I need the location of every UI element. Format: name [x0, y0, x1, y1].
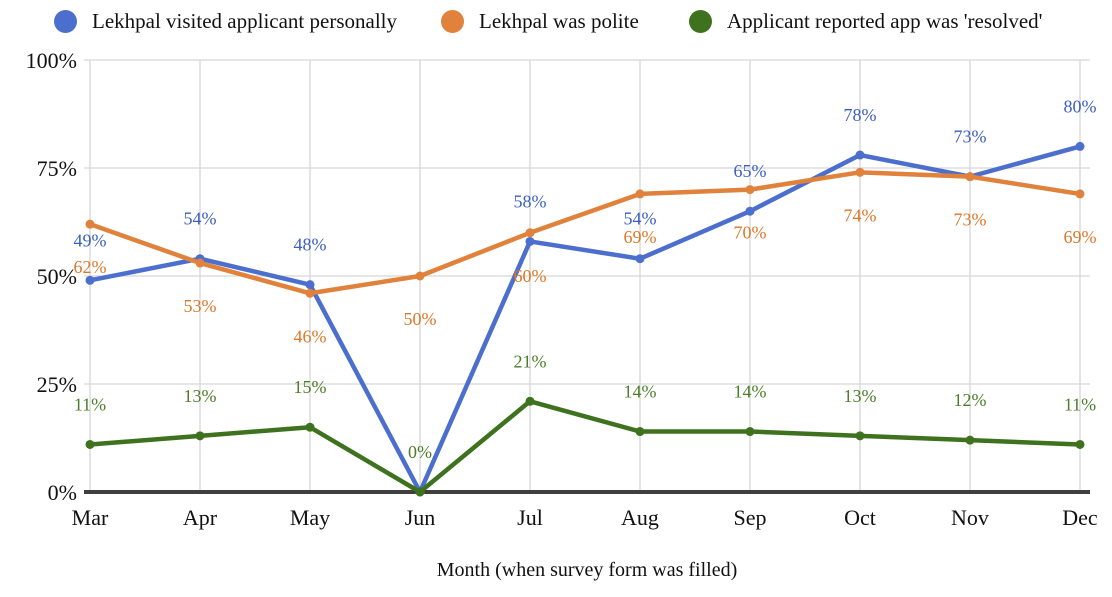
data-label: 49% [74, 230, 107, 250]
legend-dot-polite [441, 10, 464, 33]
legend-item-polite: Lekhpal was polite [441, 9, 639, 34]
data-label: 0% [408, 442, 432, 462]
data-label: 50% [404, 309, 437, 329]
x-tick-label: Dec [1062, 505, 1098, 530]
data-label: 46% [294, 326, 327, 346]
data-label: 54% [624, 209, 657, 229]
data-point[interactable] [745, 427, 755, 437]
x-tick-label: Mar [72, 505, 109, 530]
data-label: 80% [1064, 96, 1097, 116]
data-label: 60% [514, 266, 547, 286]
data-point[interactable] [965, 172, 975, 182]
data-label: 70% [734, 223, 767, 243]
data-point[interactable] [1075, 439, 1085, 449]
data-label: 54% [184, 209, 217, 229]
data-label: 62% [74, 257, 107, 277]
data-label: 48% [294, 235, 327, 255]
data-point[interactable] [525, 396, 535, 406]
data-label: 14% [624, 382, 657, 402]
data-point[interactable] [525, 228, 535, 238]
legend-dot-visited [54, 10, 77, 33]
data-point[interactable] [635, 189, 645, 199]
data-point[interactable] [635, 427, 645, 437]
data-label: 15% [294, 377, 327, 397]
data-label: 12% [954, 390, 987, 410]
data-point[interactable] [855, 150, 865, 160]
legend-label-polite: Lekhpal was polite [479, 9, 639, 33]
legend-dot-resolved [689, 10, 712, 33]
legend-label-resolved: Applicant reported app was 'resolved' [727, 9, 1043, 33]
data-label: 11% [1064, 394, 1096, 414]
data-point[interactable] [745, 185, 755, 195]
y-tick-label: 75% [37, 156, 77, 181]
data-point[interactable] [305, 280, 315, 290]
legend-label-visited: Lekhpal visited applicant personally [92, 9, 397, 33]
x-tick-label: Aug [621, 505, 659, 530]
y-tick-label: 25% [37, 372, 77, 397]
data-label: 11% [74, 394, 106, 414]
x-tick-label: May [290, 505, 330, 530]
x-tick-label: Nov [951, 505, 989, 530]
data-point[interactable] [745, 206, 755, 216]
x-tick-label: Oct [844, 505, 876, 530]
data-point[interactable] [635, 254, 645, 264]
data-point[interactable] [195, 431, 205, 441]
data-label: 58% [514, 191, 547, 211]
chart-legend: Lekhpal visited applicant personally Lek… [0, 0, 1112, 44]
y-tick-label: 100% [26, 48, 77, 73]
data-point[interactable] [855, 167, 865, 177]
y-tick-label: 0% [48, 480, 77, 505]
legend-item-resolved: Applicant reported app was 'resolved' [689, 9, 1042, 34]
data-label: 73% [954, 210, 987, 230]
x-tick-label: Jun [405, 505, 436, 530]
data-label: 69% [624, 227, 657, 247]
data-point[interactable] [415, 487, 425, 497]
data-label: 21% [514, 351, 547, 371]
x-tick-label: Apr [183, 505, 218, 530]
data-point[interactable] [855, 431, 865, 441]
data-label: 13% [184, 386, 217, 406]
legend-item-visited: Lekhpal visited applicant personally [54, 9, 397, 34]
x-axis-title: Month (when survey form was filled) [436, 559, 738, 581]
data-point[interactable] [305, 288, 315, 298]
data-point[interactable] [415, 271, 425, 281]
data-point[interactable] [965, 435, 975, 445]
data-label: 73% [954, 127, 987, 147]
data-point[interactable] [1075, 141, 1085, 151]
data-point[interactable] [85, 275, 95, 285]
data-point[interactable] [85, 219, 95, 229]
data-label: 78% [844, 105, 877, 125]
x-tick-label: Sep [734, 505, 767, 530]
data-label: 74% [844, 205, 877, 225]
series-line-1 [87, 170, 1083, 296]
data-label: 69% [1064, 227, 1097, 247]
data-point[interactable] [1075, 189, 1085, 199]
data-label: 13% [844, 386, 877, 406]
data-label: 14% [734, 382, 767, 402]
x-tick-label: Jul [517, 505, 543, 530]
data-point[interactable] [195, 258, 205, 268]
y-tick-label: 50% [37, 264, 77, 289]
data-label: 65% [734, 161, 767, 181]
series-line-0 [87, 144, 1083, 495]
series-line-2 [87, 399, 1083, 495]
data-label: 53% [184, 296, 217, 316]
data-point[interactable] [305, 422, 315, 432]
data-point[interactable] [525, 236, 535, 246]
data-point[interactable] [85, 439, 95, 449]
